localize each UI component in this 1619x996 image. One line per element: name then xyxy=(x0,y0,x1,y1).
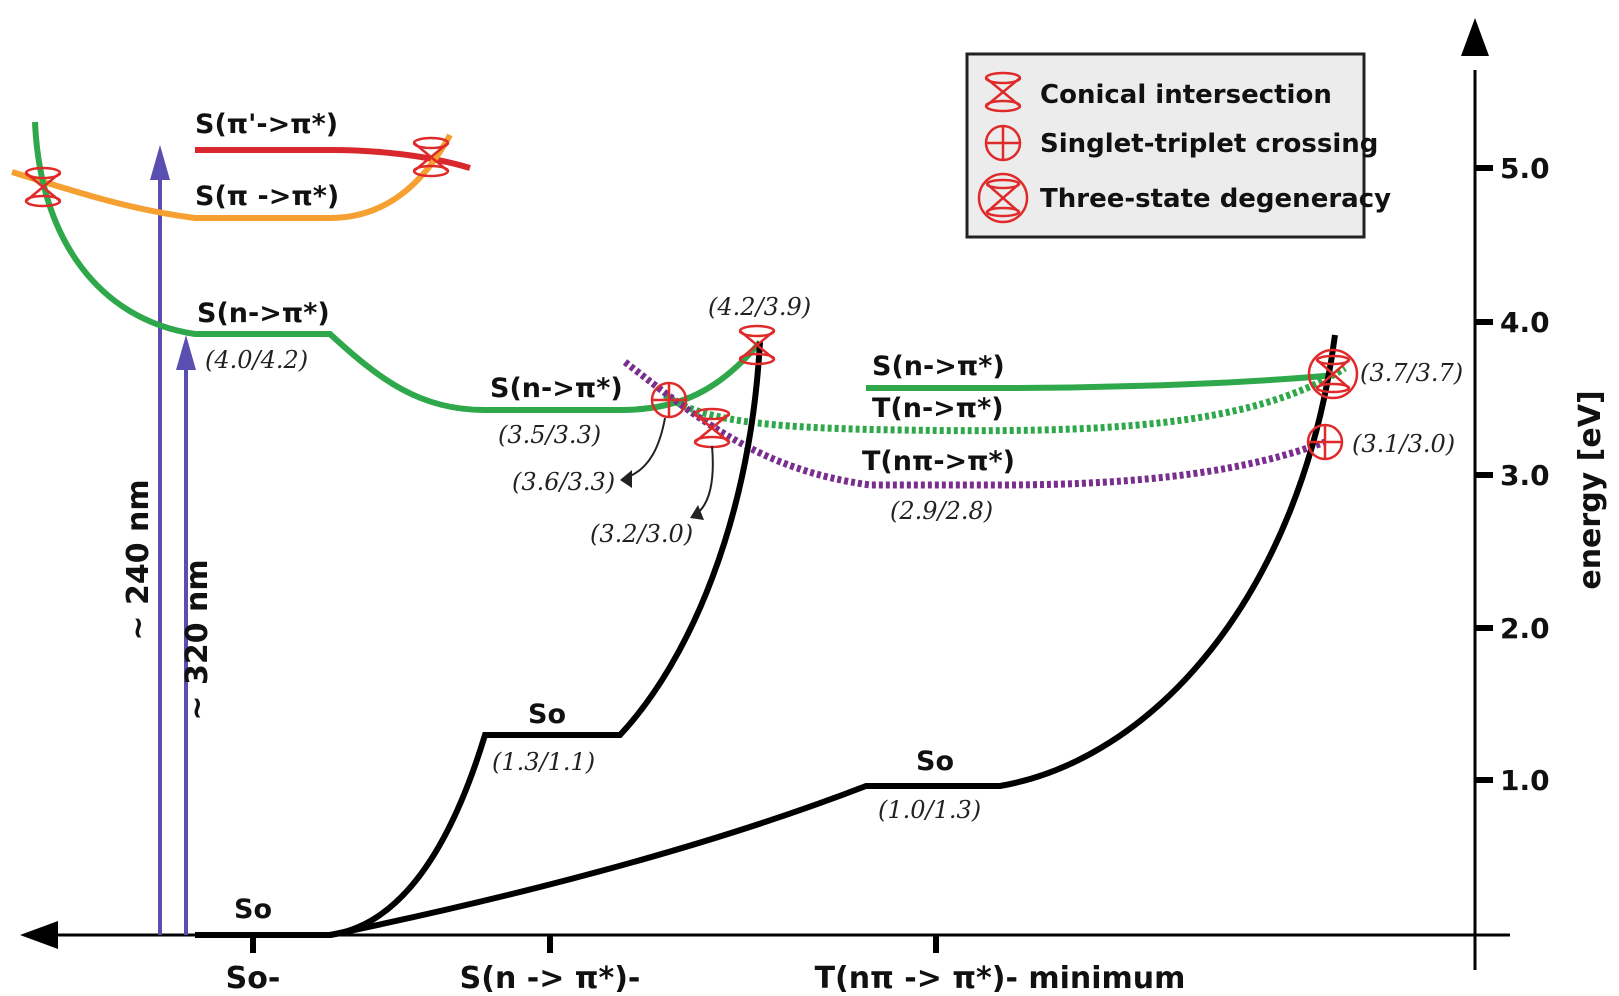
three-state-degeneracy-icon xyxy=(1307,348,1359,400)
label-s-pipi-prime: S(π'->π*) xyxy=(195,109,338,140)
legend-conical-label: Conical intersection xyxy=(1040,80,1332,110)
conical-intersection-icon xyxy=(24,166,62,208)
value-label: (3.1/3.0) xyxy=(1352,430,1455,458)
excitation-240nm-label: ~ 240 nm xyxy=(121,479,156,640)
y-tick-label-1: 1.0 xyxy=(1500,764,1550,797)
singlet-triplet-crossing-icon xyxy=(1306,423,1344,461)
pointer-arrowhead-2 xyxy=(690,505,704,520)
so-curve-2 xyxy=(329,334,1338,938)
label-so-1: So xyxy=(234,894,272,925)
pointer-arrow-2 xyxy=(694,445,714,516)
t-npi-curve xyxy=(662,365,1347,435)
x-tick-label-snpi: S(n -> π*)- xyxy=(460,961,641,996)
label-s-npi-3: S(n->π*) xyxy=(872,351,1005,382)
legend: Conical intersection Singlet-triplet cro… xyxy=(965,52,1391,239)
x-tick-label-so: So- xyxy=(226,961,281,996)
label-t-npipi: T(nπ->π*) xyxy=(862,446,1015,477)
pointer-arrowhead-1 xyxy=(620,470,632,488)
singlet-triplet-crossing-icon xyxy=(650,381,688,419)
conical-intersection-icon xyxy=(738,324,776,366)
value-label: (2.9/2.8) xyxy=(890,497,993,525)
conical-intersection-icon xyxy=(693,407,731,449)
label-so-2: So xyxy=(528,699,566,730)
legend-three-state-label: Three-state degeneracy xyxy=(1040,184,1391,214)
label-t-npi: T(n->π*) xyxy=(872,393,1004,424)
s-pipi-prime-curve xyxy=(195,147,471,171)
value-label: (1.3/1.1) xyxy=(492,748,595,776)
singlet-triplet-crossing-icon xyxy=(984,124,1022,162)
excitation-320nm: ~ 320 nm xyxy=(176,335,215,935)
y-tick-label-5: 5.0 xyxy=(1500,152,1550,185)
three-state-degeneracy-icon xyxy=(977,172,1029,224)
value-label: (1.0/1.3) xyxy=(878,796,981,824)
value-label: (4.0/4.2) xyxy=(205,346,308,374)
y-tick-label-3: 3.0 xyxy=(1500,459,1550,492)
y-ticks xyxy=(1475,165,1493,783)
x-axis-arrowhead xyxy=(20,921,58,949)
value-label: (3.2/3.0) xyxy=(590,520,693,548)
label-s-npi-2: S(n->π*) xyxy=(490,373,623,404)
label-s-pipi: S(π ->π*) xyxy=(195,181,339,212)
value-label: (4.2/3.9) xyxy=(708,293,811,321)
conical-intersection-icon xyxy=(412,136,450,178)
x-tick-label-tnpi: T(nπ -> π*)- minimum xyxy=(815,961,1186,996)
value-label: (3.6/3.3) xyxy=(512,468,615,496)
label-so-3: So xyxy=(916,746,954,777)
s-npi-right-curve xyxy=(866,372,1336,391)
so-curve-1 xyxy=(195,341,763,938)
y-tick-label-2: 2.0 xyxy=(1500,612,1550,645)
conical-intersection-icon xyxy=(984,71,1022,113)
excitation-320nm-label: ~ 320 nm xyxy=(180,559,215,720)
excitation-240nm: ~ 240 nm xyxy=(121,145,170,935)
y-tick-label-4: 4.0 xyxy=(1500,306,1550,339)
y-axis-label: energy [eV] xyxy=(1573,390,1608,589)
y-axis-arrowhead xyxy=(1461,18,1489,56)
x-axis: So- S(n -> π*)- T(nπ -> π*)- minimum xyxy=(20,921,1510,996)
pointer-arrow-1 xyxy=(624,417,666,479)
legend-singlet-triplet-label: Singlet-triplet crossing xyxy=(1040,129,1378,159)
s-npi-left-curve xyxy=(32,121,763,413)
s-pipi-curve xyxy=(11,133,453,221)
value-label: (3.7/3.7) xyxy=(1360,359,1463,387)
value-label: (3.5/3.3) xyxy=(498,421,601,449)
label-s-npi-1: S(n->π*) xyxy=(197,298,330,329)
y-axis: 1.0 2.0 3.0 4.0 5.0 energy [eV] xyxy=(1461,18,1608,970)
